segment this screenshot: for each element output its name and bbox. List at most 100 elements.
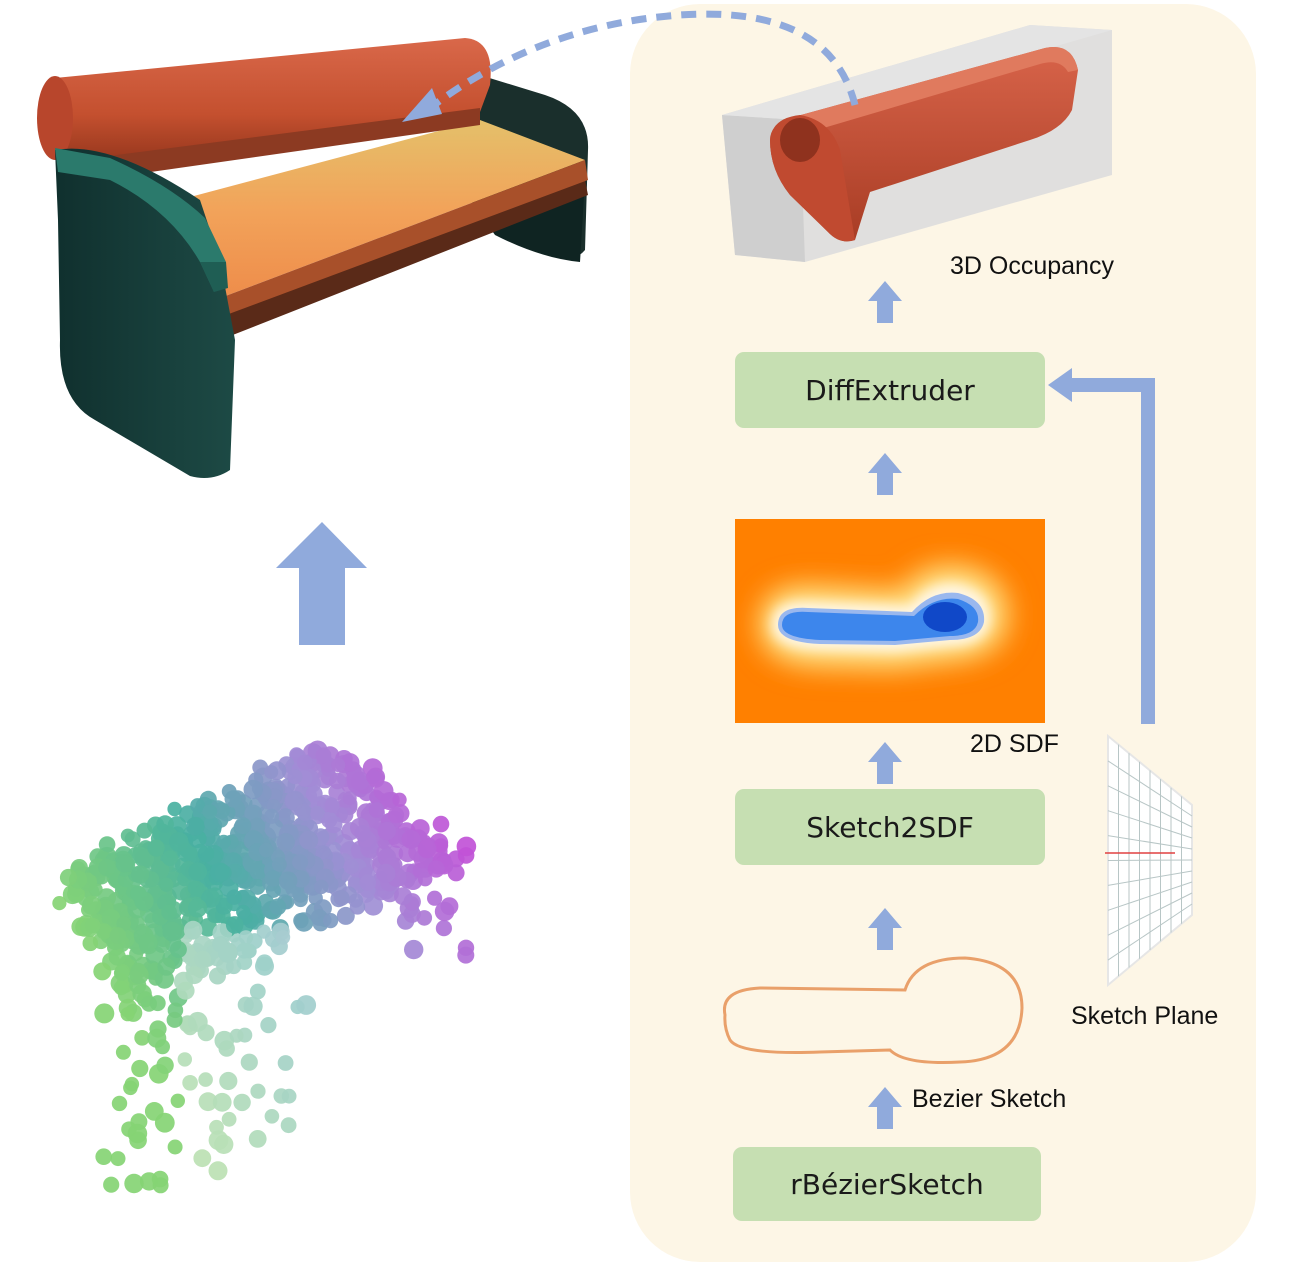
cloud-point	[279, 871, 298, 890]
pipeline-arrows	[868, 281, 1155, 1129]
cloud-point	[84, 917, 101, 934]
cloud-point	[314, 879, 329, 895]
cloud-point	[131, 1059, 149, 1078]
cloud-point	[101, 908, 121, 928]
cloud-point	[264, 870, 282, 887]
cloud-point	[368, 802, 385, 818]
cloud-point	[340, 753, 360, 772]
big-up-arrow	[276, 522, 367, 645]
cloud-point	[204, 815, 219, 831]
cloud-point	[226, 889, 242, 905]
cloud-point	[197, 1024, 215, 1042]
cloud-point	[377, 821, 396, 841]
cloud-point	[130, 1113, 148, 1131]
cloud-point	[456, 836, 477, 857]
cloud-point	[248, 1130, 267, 1148]
cloud-point	[167, 801, 182, 817]
cloud-point	[277, 1055, 294, 1071]
cloud-point	[115, 855, 134, 873]
extruded-backrest-in-occupancy-grid	[722, 25, 1112, 262]
cloud-point	[149, 995, 166, 1012]
cloud-point	[194, 950, 212, 968]
cloud-point	[287, 769, 303, 785]
cloud-point	[166, 1011, 183, 1028]
cloud-point	[95, 1148, 112, 1165]
cloud-point	[219, 1071, 238, 1091]
cloud-point	[188, 862, 207, 881]
cloud-point	[187, 880, 204, 896]
cloud-point	[209, 967, 226, 985]
cloud-point	[256, 954, 273, 972]
cloud-point	[82, 935, 99, 952]
cloud-point	[323, 913, 339, 929]
cloud-point	[427, 890, 443, 906]
cloud-point	[281, 1088, 297, 1104]
sketch-plane-grid	[1105, 733, 1193, 988]
cloud-point	[162, 850, 178, 867]
cloud-point	[201, 888, 221, 908]
cloud-point	[162, 921, 182, 942]
cloud-point	[111, 1095, 128, 1112]
cloud-point	[324, 797, 340, 813]
cloud-point	[275, 930, 291, 945]
cloud-point	[225, 916, 244, 934]
cloud-point	[243, 996, 263, 1016]
cloud-point	[169, 832, 189, 852]
cloud-point	[457, 946, 475, 964]
cloud-point	[236, 904, 251, 920]
cloud-point	[209, 1119, 224, 1135]
cloud-point	[240, 1053, 258, 1071]
cloud-point	[124, 831, 141, 848]
cloud-point	[299, 830, 319, 850]
cloud-point	[416, 910, 433, 926]
cloud-point	[305, 785, 323, 803]
bezier-sketch-label: Bezier Sketch	[912, 1085, 1067, 1113]
cloud-point	[236, 942, 253, 959]
cloud-point	[244, 804, 262, 823]
cloud-point	[349, 899, 366, 915]
cloud-point	[244, 829, 263, 848]
cloud-point	[325, 815, 343, 834]
cloud-point	[236, 954, 253, 970]
cloud-point	[432, 815, 450, 833]
bezier-sketch-curve	[722, 956, 1024, 1064]
occupancy-label: 3D Occupancy	[950, 252, 1114, 280]
cloud-point	[213, 802, 230, 819]
cloud-point	[401, 829, 421, 849]
cloud-point	[115, 1044, 131, 1060]
cloud-point	[167, 1139, 183, 1155]
cloud-point	[296, 995, 317, 1015]
rbeziersketch-box: rBézierSketch	[733, 1147, 1041, 1221]
cloud-point	[176, 981, 195, 1000]
cloud-point	[249, 983, 266, 1000]
cloud-point	[198, 1072, 213, 1087]
cloud-point	[170, 1093, 185, 1109]
diffextruder-box: DiffExtruder	[735, 352, 1045, 428]
cloud-point	[216, 834, 231, 850]
cloud-point	[113, 980, 129, 996]
cloud-point	[333, 889, 350, 906]
cloud-point	[120, 1007, 135, 1022]
cloud-point	[98, 836, 116, 853]
cloud-point	[250, 1083, 266, 1099]
cloud-point	[435, 920, 452, 937]
cloud-point	[59, 868, 78, 887]
cloud-point	[249, 878, 266, 895]
cloud-point	[113, 965, 130, 981]
cloud-point	[138, 933, 158, 952]
bench-3d-model	[37, 38, 589, 479]
cloud-point	[404, 939, 424, 960]
cloud-point	[224, 790, 242, 808]
cloud-point	[193, 1149, 212, 1168]
cloud-point	[376, 863, 396, 884]
cloud-point	[188, 898, 207, 918]
cloud-point	[392, 792, 407, 807]
cloud-point	[296, 754, 313, 771]
cloud-point	[218, 943, 238, 963]
cloud-point	[134, 848, 155, 869]
cloud-point	[136, 822, 153, 839]
cloud-point	[214, 1134, 234, 1154]
cloud-point	[98, 859, 116, 877]
cloud-point	[147, 1028, 167, 1048]
cloud-point	[309, 805, 325, 821]
